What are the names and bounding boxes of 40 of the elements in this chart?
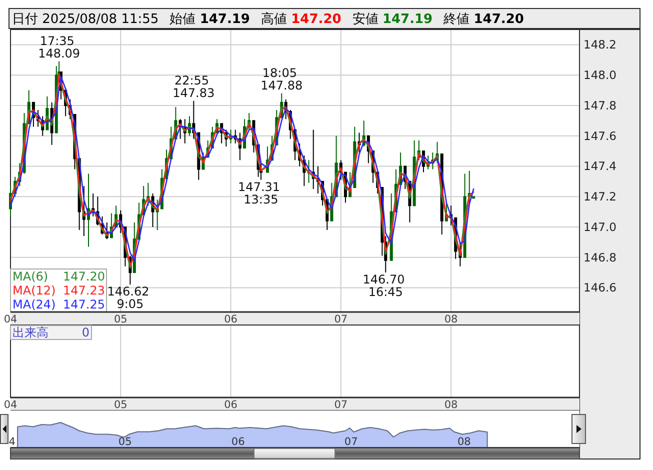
text: MA(24) 147.25 [12, 298, 105, 312]
x-tick-label: 05 [114, 314, 128, 326]
text: MA(6) 147.20 [12, 270, 105, 284]
text: 安値 147.19 [352, 10, 433, 28]
x-tick-label: 04 [4, 314, 18, 326]
text: 04 [4, 399, 18, 411]
text: 出来高 0 [12, 326, 90, 340]
y-tick-label: 147.0 [584, 220, 616, 234]
annotation: 22:55 147.83 [172, 73, 215, 100]
y-tick-label: 146.8 [584, 250, 616, 264]
text: 高値 147.20 [260, 10, 342, 28]
annotation: 18:05 147.88 [260, 66, 303, 92]
annotation: 17:35 148.09 [38, 34, 80, 60]
text: 終値 147.20 [444, 10, 524, 28]
x-tick-label: 4 [8, 436, 16, 448]
y-tick-label: 147.6 [584, 128, 616, 143]
annotation: 146.70 16:45 [362, 272, 409, 300]
y-tick-label: 148.2 [584, 38, 616, 52]
x-tick-label: 07 [334, 314, 348, 326]
y-tick-label: 147.4 [584, 159, 616, 174]
x-tick-label: 06 [224, 314, 238, 326]
x-tick-label: 08 [444, 314, 458, 326]
text: 始値 147.19 [170, 10, 250, 28]
text: MA(12) 147.23 [12, 284, 105, 298]
y-tick-label: 148.0 [584, 68, 616, 82]
x-tick-label: 08 [457, 436, 471, 448]
y-tick-label: 147.8 [584, 98, 616, 112]
text: 06 [224, 399, 238, 411]
x-tick-label: 06 [231, 436, 246, 448]
x-tick-label: 05 [118, 436, 132, 448]
y-tick-label: 146.6 [584, 280, 616, 295]
candlestick [307, 160, 310, 184]
text: 08 [444, 399, 458, 411]
text: 05 [114, 399, 128, 411]
text: 07 [334, 399, 348, 411]
text: 日付 2025/08/08 11:55 [12, 10, 159, 28]
annotation: 146.62 9:05 [107, 284, 154, 312]
annotation: 147.31 13:35 [238, 180, 284, 206]
y-tick-label: 147.2 [584, 190, 616, 204]
x-tick-label: 07 [344, 436, 358, 448]
